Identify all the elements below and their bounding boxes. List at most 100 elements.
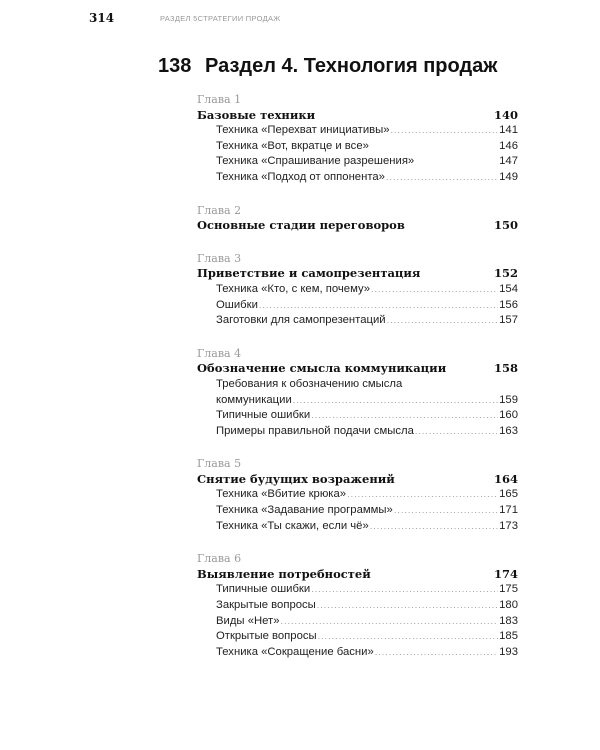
entry-title: Техника «Вбитие крюка» (216, 488, 347, 501)
toc-chapter: Глава 3 Приветствие и самопрезентация 152 Т… (197, 251, 518, 329)
entry-page: 165 (499, 488, 518, 501)
entry-title: Требования к обозначению смысла (216, 377, 403, 390)
toc-entry: Примеры правильной подачи смысла........… (197, 424, 518, 440)
entry-title: Виды «Нет» (216, 614, 280, 627)
chapter-label-text: Глава 3 (197, 251, 242, 265)
toc-entry: Закрытые вопросы........................… (197, 598, 518, 614)
chapter-page: 158 (493, 361, 518, 376)
toc-entry: Ошибки..................................… (197, 298, 518, 314)
dot-leader: ........................................… (317, 631, 499, 642)
entry-page: 171 (499, 504, 518, 517)
toc-entry: Типичные ошибки.........................… (197, 408, 518, 424)
chapter-page: 152 (493, 266, 518, 281)
entry-page: 146 (499, 139, 518, 152)
section-page: 138 (158, 55, 192, 77)
entry-title: коммуникации (216, 393, 292, 406)
dot-leader: ........................................… (258, 299, 498, 310)
chapter-page: 174 (493, 566, 518, 581)
toc-entry: Техника «Вот, вкратце и все» 146 (197, 139, 518, 155)
entry-title: Типичные ошибки (216, 583, 311, 596)
entry-page: 147 (499, 155, 518, 168)
entry-title: Техника «Задавание программы» (216, 504, 393, 517)
entry-page: 157 (499, 314, 518, 327)
entry-title: Техника «Кто, с кем, почему» (216, 282, 371, 295)
chapter-label: Глава 3 (197, 251, 518, 267)
section-name: Раздел 4. Технология продаж (205, 55, 498, 77)
entry-page: 175 (499, 583, 518, 596)
entry-title: Техника «Спрашивание разрешения» (216, 155, 415, 168)
dot-leader: ........................................… (390, 125, 499, 136)
entry-page: 149 (499, 170, 518, 183)
table-of-contents: Глава 1 Базовые техники 140 Техника «Перехв… (197, 92, 518, 677)
toc-entry: Техника «Ты скажи, если чё».............… (197, 519, 518, 535)
page-number: 314 (89, 11, 115, 25)
chapter-title-row: Снятие будущих возражений 164 (197, 472, 518, 488)
toc-entry: Техника «Задавание программы»...........… (197, 503, 518, 519)
toc-entry: Техника «Спрашивание разрешения» 147 (197, 154, 518, 170)
chapter-title-row: Основные стадии переговоров 150 (197, 218, 518, 234)
toc-chapter: Глава 1 Базовые техники 140 Техника «Перехв… (197, 92, 518, 186)
toc-entry: Требования к обозначению смысла (197, 377, 518, 393)
entry-title: Примеры правильной подачи смысла (216, 424, 414, 437)
chapter-page: 150 (493, 218, 518, 233)
chapter-label-text: Глава 6 (197, 552, 242, 566)
chapter-title-row: Выявление потребностей 174 (197, 567, 518, 583)
chapter-label-text: Глава 4 (197, 346, 242, 360)
dot-leader: ........................................… (292, 394, 498, 405)
chapter-label: Глава 4 (197, 346, 518, 362)
entry-title: Техника «Перехват инициативы» (216, 124, 390, 137)
toc-entry: Техника «Вбитие крюка»..................… (197, 487, 518, 503)
entry-title: Типичные ошибки (216, 409, 311, 422)
dot-leader: ........................................… (414, 425, 499, 436)
chapter-label-text: Глава 5 (197, 457, 242, 471)
entry-title: Ошибки (216, 298, 258, 311)
entry-page: 156 (499, 298, 518, 311)
dot-leader: ........................................… (385, 171, 498, 182)
section-title: 138 Раздел 4. Технология продаж (158, 55, 497, 78)
chapter-title-row: Базовые техники 140 (197, 108, 518, 124)
toc-entry: Техника «Кто, с кем, почему»............… (197, 282, 518, 298)
chapter-label: Глава 5 (197, 456, 518, 472)
entry-page: 154 (499, 282, 518, 295)
chapter-page: 140 (493, 107, 518, 122)
entry-title: Техника «Ты скажи, если чё» (216, 519, 369, 532)
chapter-title: Базовые техники (197, 107, 316, 122)
dot-leader: ........................................… (386, 315, 499, 326)
entry-page: 173 (499, 519, 518, 532)
toc-entry: Заготовки для самопрезентаций...........… (197, 313, 518, 329)
entry-page: 163 (499, 424, 518, 437)
entry-title: Заготовки для самопрезентаций (216, 314, 386, 327)
chapter-title: Приветствие и самопрезентация (197, 266, 421, 281)
entry-title: Техника «Вот, вкратце и все» (216, 139, 369, 152)
entry-page: 193 (499, 645, 518, 658)
toc-chapter: Глава 2 Основные стадии переговоров 150 (197, 203, 518, 234)
toc-chapter: Глава 4 Обозначение смысла коммуникации 15… (197, 346, 518, 440)
dot-leader: ........................................… (369, 520, 499, 531)
toc-entry: Открытые вопросы........................… (197, 629, 518, 645)
chapter-title-row: Обозначение смысла коммуникации 158 (197, 361, 518, 377)
chapter-title: Выявление потребностей (197, 566, 371, 581)
toc-entry: Техника «Подход от оппонента»...........… (197, 170, 518, 186)
entry-page: 159 (499, 393, 518, 406)
toc-entry: Техника «Сокращение басни»..............… (197, 645, 518, 661)
chapter-title-row: Приветствие и самопрезентация 152 (197, 266, 518, 282)
dot-leader: ........................................… (393, 505, 498, 516)
entry-page: 183 (499, 614, 518, 627)
entry-title: Открытые вопросы (216, 630, 317, 643)
chapter-label: Глава 2 (197, 203, 518, 219)
chapter-label-text: Глава 1 (197, 93, 242, 106)
entry-title: Закрытые вопросы (216, 599, 316, 612)
entry-page: 141 (499, 124, 518, 137)
dot-leader: ........................................… (316, 600, 498, 611)
toc-entry: Типичные ошибки.........................… (197, 582, 518, 598)
toc-chapter: Глава 5 Снятие будущих возражений 164 Техни… (197, 456, 518, 534)
dot-leader: ........................................… (280, 615, 499, 626)
chapter-page: 164 (493, 471, 518, 486)
dot-leader: ........................................… (347, 489, 498, 500)
toc-entry: Техника «Перехват инициативы»...........… (197, 123, 518, 139)
entry-title: Техника «Сокращение басни» (216, 645, 374, 658)
chapter-label: Глава 6 (197, 551, 518, 567)
entry-title: Техника «Подход от оппонента» (216, 170, 385, 183)
toc-chapter: Глава 6 Выявление потребностей 174 Типичные… (197, 551, 518, 660)
dot-leader: ........................................… (311, 410, 498, 421)
